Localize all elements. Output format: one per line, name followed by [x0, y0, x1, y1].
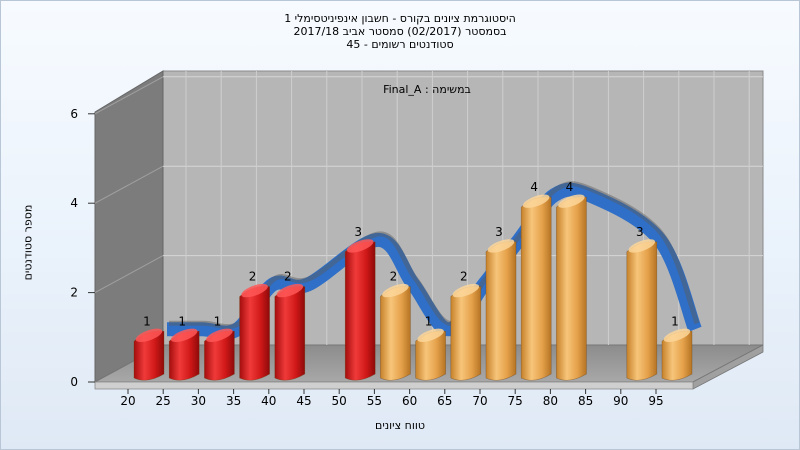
x-tick-label: 45 [296, 394, 311, 408]
bar [661, 328, 693, 381]
bar [204, 328, 235, 381]
y-axis-label: מספר סטודנטים [21, 204, 35, 281]
bar-value-label: 4 [566, 180, 574, 194]
bar [626, 239, 658, 381]
bar-value-label: 2 [460, 270, 468, 284]
bar [133, 328, 165, 381]
x-tick-label: 65 [437, 394, 452, 408]
bars-group [133, 194, 693, 381]
y-tick-label: 4 [70, 196, 78, 210]
x-tick-label: 55 [367, 394, 382, 408]
x-tick-label: 70 [472, 394, 487, 408]
bar [485, 239, 517, 381]
bar-value-label: 1 [425, 314, 433, 328]
grid-line-left-wall [94, 165, 164, 204]
bar [380, 283, 411, 381]
x-tick-label: 60 [402, 394, 417, 408]
bar-value-label: 2 [249, 270, 257, 284]
bar-value-label: 2 [390, 270, 398, 284]
x-tick-label: 90 [613, 394, 628, 408]
x-tick-label: 20 [120, 394, 135, 408]
chart-subtitle: במשימה : Final_A [383, 83, 471, 96]
grid-line-left-wall [94, 76, 164, 115]
bar [450, 283, 482, 381]
x-axis-label: טווח ציונים [375, 419, 425, 432]
chart-title-line-1: היסטוגרמת ציונים בקורס - חשבון אינפיניטס… [284, 12, 516, 25]
grid-line-left-wall [94, 255, 164, 294]
x-tick-label: 85 [578, 394, 593, 408]
chart-title-line-2: בסמסטר (02/2017) סמסטר אביב 2017/18 [293, 25, 507, 38]
x-tick-label: 35 [226, 394, 241, 408]
bar-value-label: 1 [671, 314, 679, 328]
y-tick-label: 0 [70, 375, 78, 389]
bar [344, 239, 376, 381]
bar [239, 283, 270, 381]
x-tick-label: 40 [261, 394, 276, 408]
plot-front-edge [94, 381, 694, 390]
axis-ticks: 0 2 4 6 20 25 30 35 40 45 50 55 60 65 70 75 80 85 90 95 [70, 107, 663, 408]
bar [168, 328, 200, 381]
x-tick-label: 95 [648, 394, 663, 408]
bar-value-label: 4 [530, 180, 538, 194]
y-tick-label: 6 [70, 107, 78, 121]
bar [520, 194, 552, 381]
x-tick-label: 50 [332, 394, 347, 408]
bar-value-label: 3 [636, 225, 644, 239]
x-tick-label: 25 [156, 394, 171, 408]
bar-value-label: 1 [178, 314, 186, 328]
bar-value-label: 2 [284, 270, 292, 284]
bar-value-label: 1 [143, 314, 151, 328]
x-tick-label: 80 [543, 394, 558, 408]
bar-value-label: 3 [354, 225, 362, 239]
bar [415, 328, 446, 381]
x-tick-label: 75 [508, 394, 523, 408]
x-tick-label: 30 [191, 394, 206, 408]
bar-value-label: 3 [495, 225, 503, 239]
chart-title-line-3: סטודנטים רשומים - 45 [346, 38, 454, 51]
data-labels: 1 1 1 2 2 3 2 1 2 3 4 4 3 1 [143, 180, 679, 328]
bar [556, 194, 587, 381]
bar [274, 283, 306, 381]
bar-value-label: 1 [214, 314, 222, 328]
y-tick-label: 2 [70, 286, 78, 300]
